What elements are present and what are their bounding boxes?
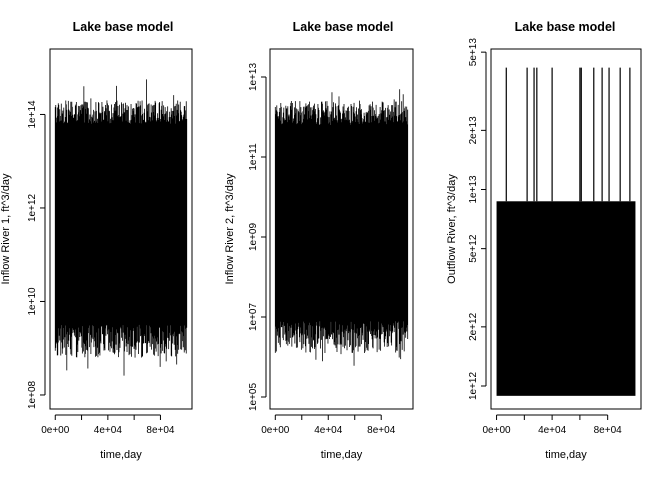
y-tick-label: 1e+13 [468,175,479,204]
series-band [496,201,636,396]
series-spikes [505,67,631,202]
x-axis-label: time,day [321,449,363,461]
x-tick-label: 0e+00 [41,425,70,436]
x-tick-label: 8e+04 [146,425,175,436]
x-axis: 0e+00 4e+04 8e+04 time,day [261,414,396,461]
chart-panel-1: Lake base model 0e+00 4e+04 8e+04 time,day 1e… [0,20,193,461]
y-tick-label: 2e+12 [468,312,479,341]
y-tick-label: 1e+07 [248,303,259,332]
y-tick-label: 1e+05 [248,383,259,412]
y-tick-label: 2e+13 [468,116,479,145]
chart-title: Lake base model [515,20,616,34]
y-tick-label: 1e+13 [248,63,259,92]
y-tick-label: 5e+13 [468,38,479,67]
chart-panel-3: Lake base model 0e+00 4e+04 8e+04 time,day 1e… [446,20,642,461]
x-tick-label: 8e+04 [367,425,396,436]
x-tick-label: 4e+04 [538,425,567,436]
x-tick-label: 0e+00 [261,425,290,436]
chart-panel-2: Lake base model 0e+00 4e+04 8e+04 time,day 1e… [224,20,414,461]
y-axis: 1e+08 1e+10 1e+12 1e+14 Inflow River 1, ft^3… [0,100,46,409]
series-dense-band [275,145,408,305]
y-tick-label: 5e+12 [468,234,479,263]
y-axis: 1e+05 1e+07 1e+09 1e+11 1e+13 Inflow River 2,… [224,63,267,412]
y-tick-label: 1e+12 [468,372,479,401]
y-tick-label: 1e+14 [27,100,38,129]
x-axis: 0e+00 4e+04 8e+04 time,day [483,414,623,461]
x-tick-label: 0e+00 [483,425,512,436]
y-axis-label: Inflow River 2, ft^3/day [224,173,236,284]
y-axis-label: Inflow River 1, ft^3/day [0,173,12,284]
chart-title: Lake base model [293,20,394,34]
x-tick-label: 4e+04 [314,425,343,436]
y-axis-label: Outflow River, ft^3/day [446,174,458,284]
y-tick-label: 1e+09 [248,223,259,252]
plot-frame [490,48,642,410]
y-tick-label: 1e+12 [27,193,38,222]
plot-frame [269,48,414,410]
x-axis: 0e+00 4e+04 8e+04 time,day [41,414,175,461]
x-tick-label: 4e+04 [94,425,123,436]
x-axis-label: time,day [545,449,587,461]
chart-title: Lake base model [73,20,174,34]
y-tick-label: 1e+11 [248,143,259,171]
y-tick-label: 1e+10 [27,287,38,316]
x-tick-label: 8e+04 [594,425,623,436]
y-tick-label: 1e+08 [27,380,38,409]
y-axis: 1e+12 2e+12 5e+12 1e+13 2e+13 5e+13 Outflow Ri… [446,38,487,401]
plot-frame [49,48,193,410]
series-dense-band [55,147,187,307]
x-axis-label: time,day [100,449,142,461]
